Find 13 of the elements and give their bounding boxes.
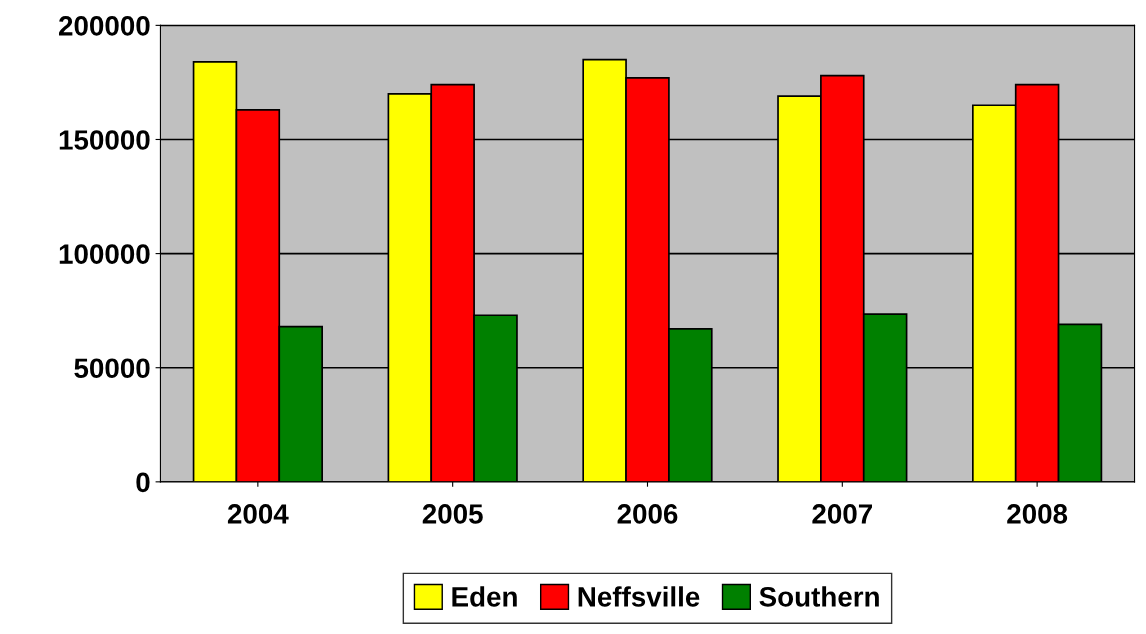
y-tick-label: 50000 — [74, 358, 150, 379]
y-tick-label: 0 — [136, 472, 150, 493]
y-tick-label: 200000 — [59, 16, 150, 36]
x-tick-label: 2005 — [422, 504, 483, 524]
x-tick-label: 2004 — [227, 504, 289, 524]
legend-label: Neffsville — [578, 586, 700, 607]
x-tick-label: 2006 — [617, 504, 678, 524]
y-tick-label: 150000 — [59, 130, 150, 150]
x-tick-label: 2007 — [812, 504, 872, 524]
legend-label: Eden — [452, 586, 517, 607]
x-tick-label: 2008 — [1007, 504, 1068, 524]
y-tick-label: 100000 — [59, 244, 150, 264]
legend-label: Southern — [759, 586, 879, 607]
